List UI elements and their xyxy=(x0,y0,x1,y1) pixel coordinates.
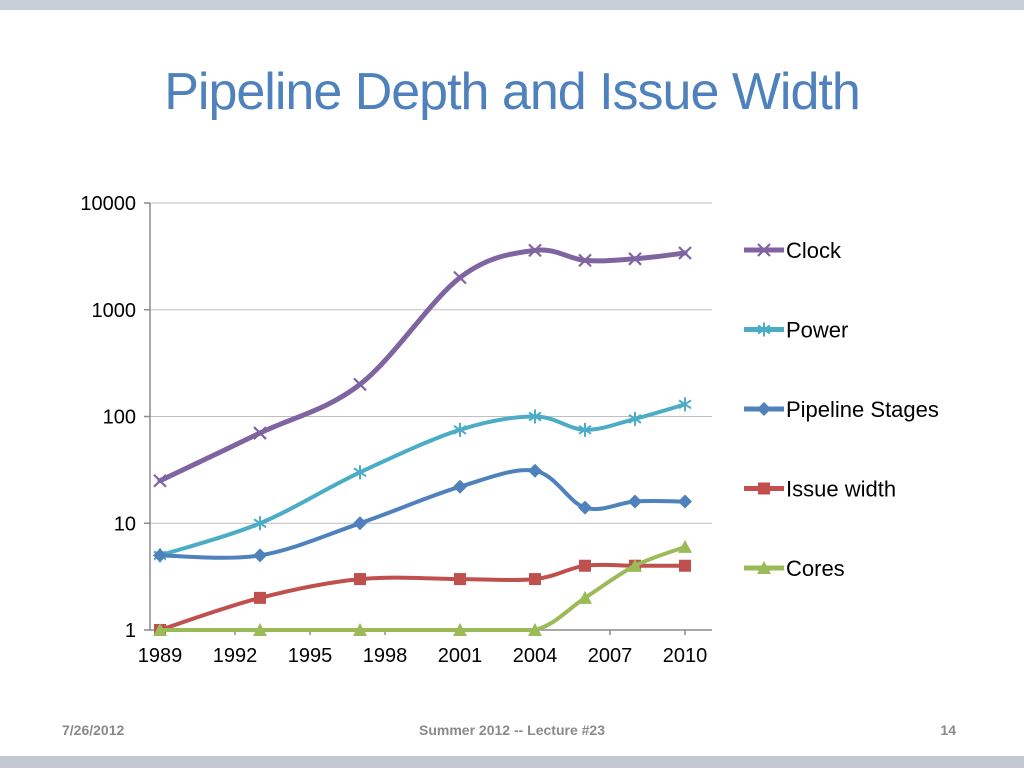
slide-title: Pipeline Depth and Issue Width xyxy=(164,63,861,121)
footer-page-number: 14 xyxy=(940,722,956,738)
svg-text:100: 100 xyxy=(103,407,136,429)
svg-text:1000: 1000 xyxy=(92,300,137,322)
svg-text:2004: 2004 xyxy=(513,645,558,667)
legend-label-cores: Cores xyxy=(786,556,845,581)
slide-bottom-edge xyxy=(0,756,1024,768)
legend-item-cores: Cores xyxy=(744,556,845,581)
x-axis-labels: 1989 1992 1995 1998 2001 2004 2007 2010 xyxy=(138,645,708,667)
svg-text:1: 1 xyxy=(125,620,136,642)
legend-item-clock: Clock xyxy=(744,238,842,263)
svg-text:2001: 2001 xyxy=(438,645,483,667)
svg-text:1989: 1989 xyxy=(138,645,183,667)
legend-label-power: Power xyxy=(786,318,848,343)
footer-date: 7/26/2012 xyxy=(62,722,125,738)
legend-item-pipeline-stages: Pipeline Stages xyxy=(744,397,939,422)
series-pipeline-stages xyxy=(153,463,692,563)
legend-label-issue-width: Issue width xyxy=(786,477,896,502)
slide-top-edge xyxy=(0,0,1024,10)
y-axis-labels: 1 10 100 1000 10000 xyxy=(80,193,136,642)
svg-text:1998: 1998 xyxy=(363,645,408,667)
legend-item-issue-width: Issue width xyxy=(744,477,896,502)
legend-label-pipeline-stages: Pipeline Stages xyxy=(786,397,939,422)
series-clock xyxy=(153,243,692,488)
svg-text:10000: 10000 xyxy=(80,193,136,215)
legend-item-power: Power xyxy=(744,318,848,343)
svg-text:1992: 1992 xyxy=(213,645,258,667)
svg-text:1995: 1995 xyxy=(288,645,333,667)
series-cores xyxy=(153,539,692,636)
svg-text:10: 10 xyxy=(114,513,136,535)
legend-label-clock: Clock xyxy=(786,238,842,263)
series-issue-width xyxy=(154,559,691,636)
legend: Clock Power Pipeline Stages Issue width Core… xyxy=(744,238,939,581)
footer-center-text: Summer 2012 -- Lecture #23 xyxy=(419,722,605,738)
svg-text:2007: 2007 xyxy=(588,645,633,667)
series-power xyxy=(153,397,692,563)
svg-text:2010: 2010 xyxy=(663,645,708,667)
